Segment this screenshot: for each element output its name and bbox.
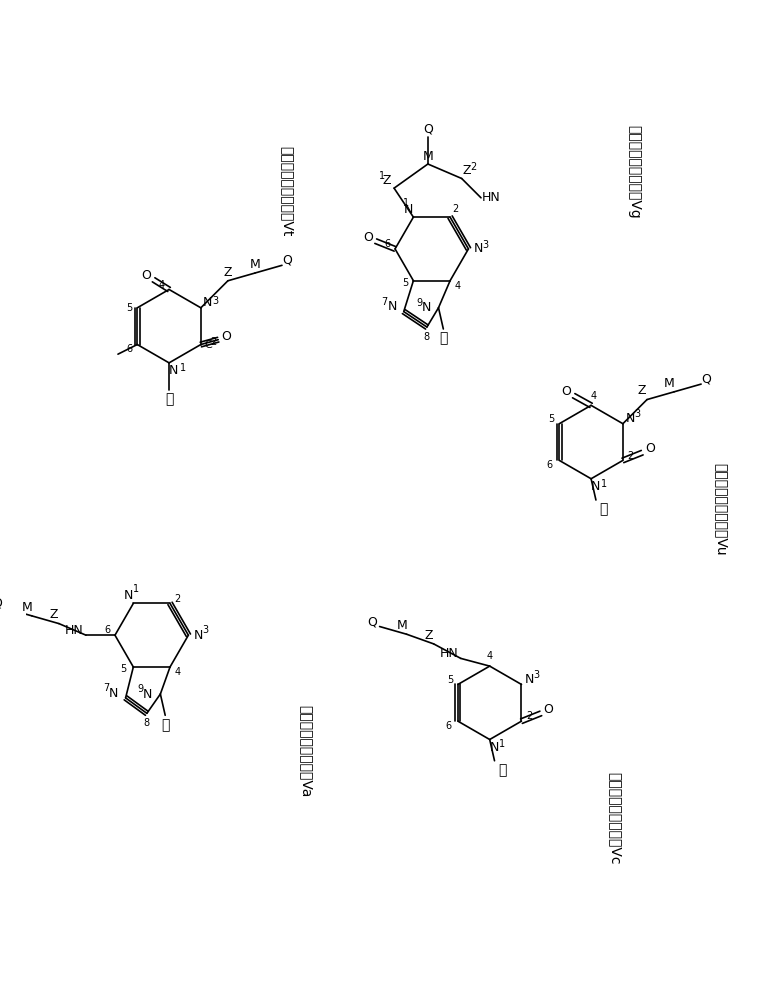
Text: 2: 2 xyxy=(452,204,458,214)
Text: Q: Q xyxy=(423,123,433,136)
Text: 5: 5 xyxy=(121,664,127,674)
Text: HN: HN xyxy=(481,191,500,204)
Text: 4: 4 xyxy=(591,391,597,401)
Text: 5: 5 xyxy=(403,278,409,288)
Text: N: N xyxy=(591,480,600,493)
Text: 6: 6 xyxy=(105,625,111,635)
Text: 4: 4 xyxy=(158,280,164,290)
Text: 2: 2 xyxy=(470,162,476,172)
Text: 1: 1 xyxy=(403,198,409,208)
Text: 8: 8 xyxy=(424,332,430,342)
Text: Z: Z xyxy=(224,266,232,279)
Text: N: N xyxy=(124,589,134,602)
Text: 糖: 糖 xyxy=(600,503,608,517)
Text: N: N xyxy=(203,296,212,309)
Text: 5: 5 xyxy=(447,675,453,685)
Text: 基于鸟嘴咑呃的结构Vg: 基于鸟嘴咑呃的结构Vg xyxy=(627,125,642,219)
Text: 3: 3 xyxy=(212,296,218,306)
Text: 6: 6 xyxy=(546,460,552,470)
Text: 7: 7 xyxy=(382,297,388,307)
Text: 2: 2 xyxy=(211,337,217,347)
Text: 1: 1 xyxy=(378,171,385,181)
Text: Z: Z xyxy=(382,174,391,187)
Text: 3: 3 xyxy=(634,409,640,419)
Text: 3: 3 xyxy=(483,240,489,250)
Text: HN: HN xyxy=(65,624,84,637)
Text: O: O xyxy=(645,442,655,455)
Text: 6: 6 xyxy=(385,239,391,249)
Text: 2: 2 xyxy=(526,711,533,721)
Text: Z: Z xyxy=(638,384,646,397)
Text: Q: Q xyxy=(701,373,711,386)
Text: 6: 6 xyxy=(127,344,133,354)
Text: N: N xyxy=(524,673,534,686)
Text: 2: 2 xyxy=(627,451,634,461)
Text: 8: 8 xyxy=(143,718,150,728)
Text: M: M xyxy=(423,150,433,163)
Text: 1: 1 xyxy=(179,363,185,373)
Text: 7: 7 xyxy=(103,683,109,693)
Text: 2: 2 xyxy=(175,594,181,604)
Text: 9: 9 xyxy=(137,684,143,694)
Text: 基于腺嘴咑呃的结构Va: 基于腺嘴咑呃的结构Va xyxy=(299,705,313,797)
Text: 基于胸腺嘴呗的结构Vt: 基于胸腺嘴呗的结构Vt xyxy=(280,146,294,236)
Text: N: N xyxy=(108,687,118,700)
Text: O: O xyxy=(561,385,571,398)
Text: Q: Q xyxy=(367,615,377,628)
Text: 糖: 糖 xyxy=(498,763,507,777)
Text: 4: 4 xyxy=(487,651,493,661)
Text: 5: 5 xyxy=(549,414,555,424)
Text: O: O xyxy=(221,330,231,343)
Text: N: N xyxy=(169,364,179,377)
Text: N: N xyxy=(143,688,153,701)
Text: N: N xyxy=(422,301,432,314)
Text: HN: HN xyxy=(439,647,459,660)
Text: 9: 9 xyxy=(416,298,422,308)
Text: N: N xyxy=(473,242,483,255)
Text: 基于胞嘴呗瑗的结构Vc: 基于胞嘴呗瑗的结构Vc xyxy=(608,772,623,865)
Text: 糖: 糖 xyxy=(161,718,169,732)
Text: C: C xyxy=(204,340,212,350)
Text: M: M xyxy=(664,377,674,390)
Text: O: O xyxy=(543,703,553,716)
Text: N: N xyxy=(490,741,499,754)
Text: 1: 1 xyxy=(134,584,140,594)
Text: 1: 1 xyxy=(499,739,505,749)
Text: Z: Z xyxy=(50,608,59,621)
Text: 3: 3 xyxy=(533,670,539,680)
Text: N: N xyxy=(404,203,414,216)
Text: 5: 5 xyxy=(127,303,133,313)
Text: 4: 4 xyxy=(455,281,461,291)
Text: M: M xyxy=(250,258,260,271)
Text: O: O xyxy=(363,231,373,244)
Text: 基于尿嘴呗瑗的结构Vu: 基于尿嘴呗瑗的结构Vu xyxy=(714,463,729,556)
Text: Q: Q xyxy=(282,254,291,267)
Text: N: N xyxy=(193,629,203,642)
Text: M: M xyxy=(397,619,407,632)
Text: Q: Q xyxy=(0,597,2,610)
Text: N: N xyxy=(388,300,397,313)
Text: 6: 6 xyxy=(445,721,452,731)
Text: M: M xyxy=(21,601,33,614)
Text: 4: 4 xyxy=(175,667,181,677)
Text: 1: 1 xyxy=(600,479,607,489)
Text: Z: Z xyxy=(462,164,471,177)
Text: 3: 3 xyxy=(203,625,209,635)
Text: Z: Z xyxy=(424,629,433,642)
Text: 糖: 糖 xyxy=(439,332,448,346)
Text: O: O xyxy=(141,269,151,282)
Text: N: N xyxy=(626,412,636,425)
Text: 糖: 糖 xyxy=(165,393,173,407)
